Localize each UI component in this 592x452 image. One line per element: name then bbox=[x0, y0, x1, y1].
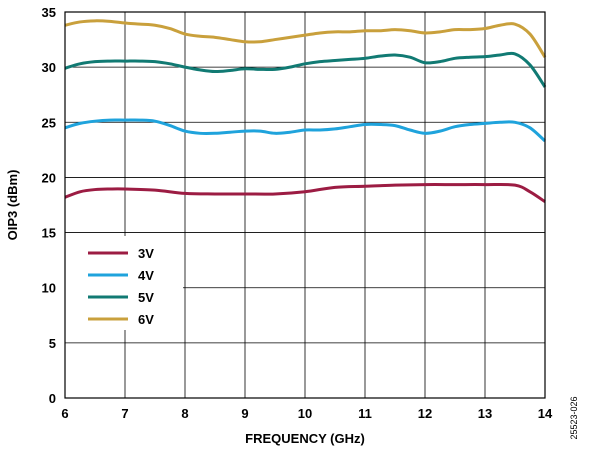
x-tick-label: 8 bbox=[181, 406, 188, 421]
series-line-5v bbox=[64, 51, 547, 88]
plot-frame bbox=[64, 11, 546, 399]
x-tick-label: 9 bbox=[241, 406, 248, 421]
y-tick-label: 30 bbox=[42, 60, 56, 75]
grid-lines bbox=[65, 12, 545, 398]
y-axis-title: OIP3 (dBm) bbox=[5, 170, 20, 241]
x-axis-title: FREQUENCY (GHz) bbox=[245, 431, 365, 446]
y-tick-label: 20 bbox=[42, 170, 56, 185]
y-tick-labels: 0 5 10 15 20 25 30 35 bbox=[42, 5, 56, 406]
data-series bbox=[64, 19, 547, 203]
legend-label-5v: 5V bbox=[138, 290, 154, 305]
x-tick-label: 6 bbox=[61, 406, 68, 421]
y-tick-label: 10 bbox=[42, 281, 56, 296]
x-tick-label: 10 bbox=[298, 406, 312, 421]
x-tick-label: 7 bbox=[121, 406, 128, 421]
series-line-3v bbox=[64, 182, 546, 203]
x-tick-labels: 6 7 8 9 10 11 12 13 14 bbox=[61, 406, 553, 421]
y-tick-label: 5 bbox=[49, 336, 56, 351]
series-line-4v bbox=[64, 118, 547, 143]
y-tick-label: 15 bbox=[42, 226, 56, 241]
legend-label-6v: 6V bbox=[138, 312, 154, 327]
legend: 3V 4V 5V 6V bbox=[88, 246, 154, 327]
y-tick-label: 35 bbox=[42, 5, 56, 20]
x-tick-label: 13 bbox=[478, 406, 492, 421]
legend-label-4v: 4V bbox=[138, 268, 154, 283]
x-tick-label: 12 bbox=[418, 406, 432, 421]
series-line-6v bbox=[64, 19, 547, 59]
figure-code: 25523-026 bbox=[569, 396, 579, 439]
legend-label-3v: 3V bbox=[138, 246, 154, 261]
y-tick-label: 25 bbox=[42, 115, 56, 130]
x-tick-label: 11 bbox=[358, 406, 372, 421]
y-tick-label: 0 bbox=[49, 391, 56, 406]
x-tick-label: 14 bbox=[538, 406, 553, 421]
